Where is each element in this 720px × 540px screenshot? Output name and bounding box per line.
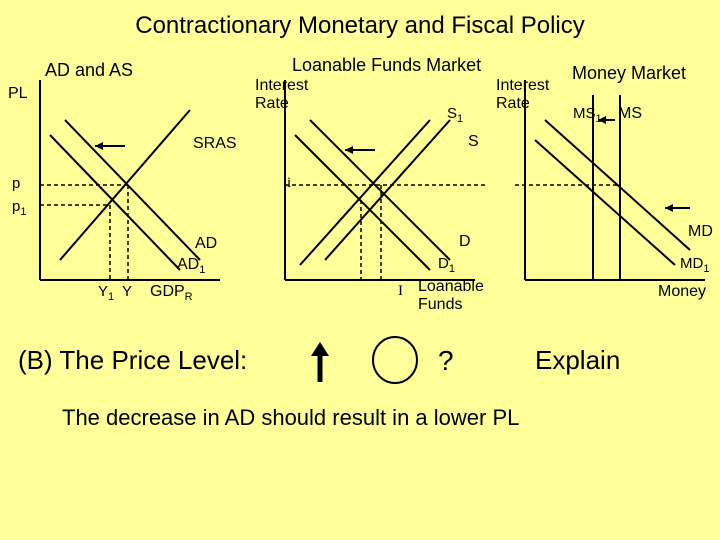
ad1-label: AD1 [177,256,205,276]
question-circle [370,335,420,385]
s1-label: S1 [447,105,463,125]
question-mark: ? [438,345,454,377]
loanable-x-bot: Funds [418,296,462,314]
ms1-label: MS1 [573,105,602,125]
i-label: i [287,175,291,192]
p-label: p [12,175,20,192]
up-arrow-icon [305,340,335,385]
y-label: Y [122,283,132,300]
I-label: I [398,283,403,300]
money-x-label: Money [658,283,706,301]
ad-label: AD [195,235,217,253]
p1-label: p1 [12,198,26,218]
page-title: Contractionary Monetary and Fiscal Polic… [0,0,720,40]
d-label: D [459,233,471,251]
d1-label: D1 [438,255,455,275]
ms-label: MS [618,105,642,123]
md-label: MD [688,223,713,241]
question-label: (B) The Price Level: [18,345,247,376]
s-label: S [468,133,479,151]
md1-label: MD1 [680,255,709,275]
explain-word: Explain [535,345,620,376]
adas-title: AD and AS [45,60,133,81]
loanable-x-top: Loanable [418,278,484,296]
gdpr-label: GDPR [150,283,193,303]
answer-text: The decrease in AD should result in a lo… [62,405,519,431]
y1-label: Y1 [98,283,114,303]
loanable-title: Loanable Funds Market [292,55,481,76]
sras-label: SRAS [193,135,237,153]
adas-pl-label: PL [8,85,28,103]
